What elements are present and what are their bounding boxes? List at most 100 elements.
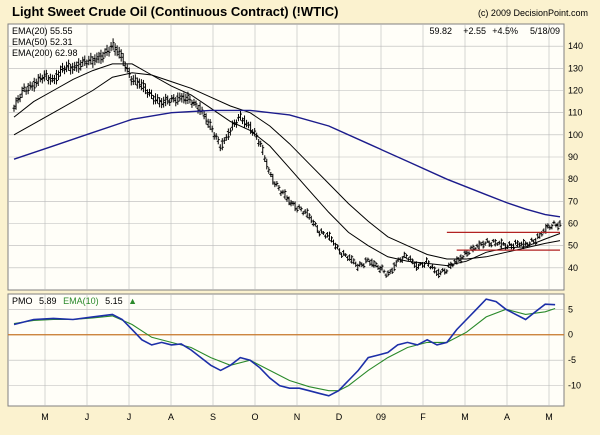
price-y-tick-label: 120 [568,86,583,96]
price-bar [366,257,370,262]
price-bar [180,93,184,103]
price-bar [26,82,30,95]
price-bar [546,223,550,229]
price-bar [269,171,273,178]
price-bar [164,93,168,107]
pmo_ema-line [13,307,556,392]
price-bar [172,94,176,103]
price-bar [212,132,216,140]
price-bar [273,181,277,188]
price-bar [514,239,518,245]
price-bar [305,208,309,219]
price-bar [218,144,222,152]
price-bar [376,264,380,271]
price-bar [214,133,218,140]
x-tick-label: 09 [376,412,386,422]
price-bar [61,62,65,73]
price-bar [206,118,210,128]
price-bar [297,204,301,210]
price-bar [386,270,390,277]
price-bar [414,261,418,271]
pmo-line [13,298,556,397]
legend-ema20: EMA(20) 55.55 [12,26,73,36]
price-bar [465,250,469,257]
price-bar [538,232,542,239]
price-bar [325,231,329,238]
price-bar [184,93,188,105]
price-bar [319,228,323,234]
price-bar [429,265,433,270]
price-y-tick-label: 60 [568,219,578,229]
price-bar [93,54,97,66]
price-bar [404,253,408,260]
price-bars [12,38,562,279]
x-tick-label: A [168,412,174,422]
price-y-tick-label: 70 [568,196,578,206]
pmo-y-tick-label: 0 [568,330,573,340]
x-axis: M J J A S O N D 09 F M A M [41,412,553,422]
price-bar [170,94,174,103]
price-bar [243,115,247,128]
price-y-tick-label: 80 [568,174,578,184]
price-bar [261,144,265,156]
price-bar [69,63,73,75]
price-bar [309,215,313,223]
price-bar [24,87,28,95]
price-bar [95,52,99,64]
price-bar [467,251,471,256]
x-tick-label: J [85,412,90,422]
price-bar [182,92,186,104]
price-bar [71,62,75,74]
price-bar [439,270,443,276]
price-bar [115,45,119,57]
price-y-tick-label: 50 [568,241,578,251]
price-bar [28,81,32,90]
quote-change: +2.55 [463,26,486,36]
price-bar [63,65,67,75]
price-bar [54,69,58,85]
price-bar [364,257,368,264]
price-bar [188,95,192,104]
price-bar [433,266,437,274]
pmo-grid [8,294,564,406]
price-bar [516,240,520,248]
x-tick-label: J [127,412,132,422]
price-bar [477,240,481,250]
price-bar [97,51,101,64]
price-bar [303,209,307,215]
price-bar [75,61,79,72]
price-bar [48,73,52,85]
price-bar [166,95,170,105]
up-arrow-icon: ▲ [128,296,137,306]
price-y-tick-label: 40 [568,263,578,273]
price-bar [160,98,164,109]
price-bar [530,237,534,242]
price-bar [307,213,311,220]
price-bar [435,270,439,276]
channel-lines [446,231,560,251]
price-bar [139,79,143,91]
price-bar [152,95,156,105]
price-bar [143,83,147,95]
price-bar [101,51,105,63]
price-bar [22,83,26,93]
price-bar [259,140,263,148]
price-bar [321,231,325,235]
price-bar [119,49,123,62]
price-bar [241,117,245,125]
price-bar [135,77,139,89]
pmo-y-axis: -10 -5 0 5 [568,304,581,390]
price-bar [445,269,449,274]
price-bar [59,65,63,77]
x-tick-label: A [504,412,510,422]
price-bar [491,238,495,243]
price-bar [204,113,208,125]
price-bar [323,234,327,239]
x-tick-label: F [420,412,426,422]
quote-last: 59.82 [429,26,452,36]
x-tick-label: M [461,412,469,422]
quote-date: 5/18/09 [530,26,560,36]
pmo-panel [7,293,565,407]
